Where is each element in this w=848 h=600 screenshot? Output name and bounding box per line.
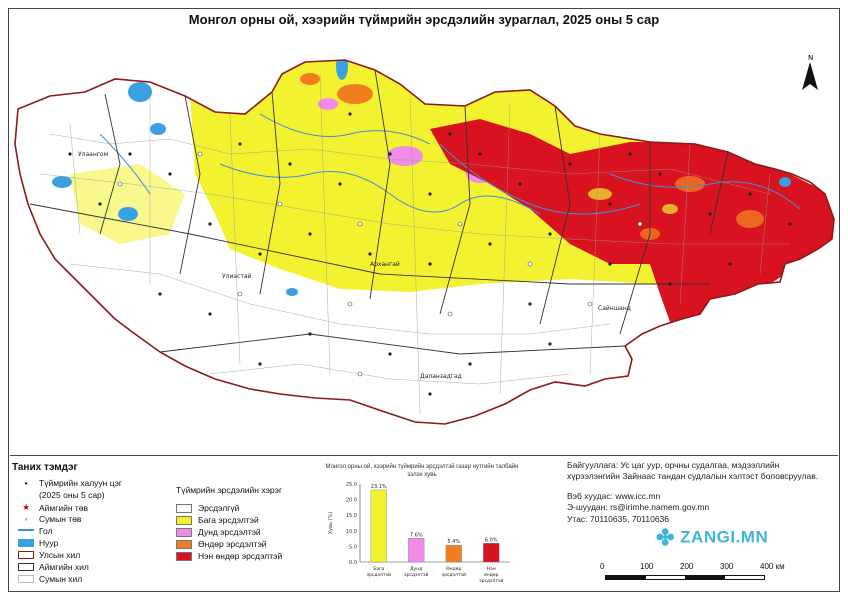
x-tick-label: эрсдэлтэй: [404, 571, 428, 578]
legend-aimag-center: ★ Аймгийн төв: [18, 502, 88, 513]
bar-value-label: 23.1%: [371, 484, 387, 490]
chart-title: Монгол орны ой, хээрийн түймрийн эрсдэлт…: [325, 464, 519, 478]
risk-legend-item: Дунд эрсдэлтэй: [176, 527, 261, 537]
map-title: Монгол орны ой, хээрийн түймрийн эрсдэли…: [188, 12, 660, 27]
risk-legend-label: Нэн өндөр эрсдэлтэй: [198, 551, 283, 561]
x-tick-label: Дунд: [410, 566, 422, 572]
national-border-icon: [18, 551, 34, 559]
risk-legend-title: Түймрийн эрсдэлийн хэрэг: [176, 485, 283, 495]
legend-hotspot-period: (2025 оны 5 сар): [39, 490, 105, 500]
y-tick-label: 25.0: [346, 482, 357, 488]
place-label: Улаангом: [78, 151, 108, 158]
risk-legend-item: Өндөр эрсдэлтэй: [176, 539, 267, 549]
bar-value-label: 5.4%: [447, 539, 460, 545]
place-label: Архангай: [370, 261, 400, 268]
y-tick-label: 15.0: [346, 513, 357, 519]
bar-value-label: 7.6%: [410, 532, 423, 538]
x-tick-label: эрсдэлтэй: [367, 571, 391, 578]
legend-hotspot: • Түймрийн халуун цэг: [18, 478, 123, 488]
risk-swatch: [176, 539, 192, 549]
x-tick-label: эрсдэлтэй: [442, 571, 466, 578]
x-tick-label: Бага: [373, 566, 384, 572]
legend-soum-border: Сумын хил: [18, 574, 82, 584]
legend-panel: [10, 455, 838, 590]
legend-title: Таних тэмдэг: [12, 462, 78, 473]
bar: [483, 543, 500, 563]
risk-swatch: [176, 503, 192, 513]
risk-legend-label: Бага эрсдэлтэй: [198, 515, 259, 525]
y-tick-label: 10.0: [346, 529, 357, 535]
small-dot-icon: ◦: [24, 514, 28, 524]
x-tick-label: өндөр: [484, 573, 499, 578]
watermark-emblem-icon: ✤: [656, 525, 675, 550]
place-label: Даланзадгад: [420, 373, 462, 380]
x-tick-label: Нэн: [487, 566, 496, 572]
aimag-border-icon: [18, 563, 34, 571]
info-panel: Байгууллага: Ус цаг уур, орчны судалгаа,…: [567, 460, 832, 525]
svg-text:N: N: [808, 54, 813, 62]
risk-swatch: [176, 527, 192, 537]
organization-text: Байгууллага: Ус цаг уур, орчны судалгаа,…: [567, 460, 819, 482]
risk-legend-label: Эрсдэлгүй: [198, 503, 240, 513]
scale-tick-label: 300: [720, 562, 734, 571]
river-icon: [18, 529, 34, 533]
place-label: Сайншанд: [598, 305, 631, 312]
scale-bar: [605, 575, 765, 580]
bar-value-label: 6.0%: [485, 537, 498, 543]
x-tick-label: Өндөр: [446, 566, 461, 572]
scale-tick-label: 0: [600, 562, 605, 571]
map-frame: [8, 8, 840, 592]
y-axis-label: Хувь (%): [328, 512, 334, 535]
scale-tick-label: 100: [640, 562, 654, 571]
bar: [408, 538, 425, 563]
risk-legend-item: Эрсдэлгүй: [176, 503, 239, 513]
legend-lake: Нуур: [18, 538, 58, 548]
hotspot-dot-icon: •: [24, 478, 28, 488]
risk-legend-item: Нэн өндөр эрсдэлтэй: [176, 551, 282, 561]
legend-soum-center: ◦ Сумын төв: [18, 514, 81, 524]
website-text: Вэб хуудас: www.icc.mn: [567, 490, 661, 501]
north-arrow-icon: N: [802, 54, 818, 90]
email-text: Э-шуудан: rs@irimhe.namem.gov.mn: [567, 502, 710, 513]
phone-text: Утас: 70110635, 70110636: [567, 513, 669, 524]
mongolia-risk-map: Улаангом Улиастай Архангай Даланзадгад С…: [14, 54, 835, 425]
y-tick-label: 0.0: [349, 560, 357, 566]
legend-national-border: Улсын хил: [18, 550, 80, 560]
x-tick-label: эрсдэлтэй: [479, 577, 503, 584]
watermark-logo: ✤ ZANGI.MN: [656, 525, 769, 550]
y-tick-label: 5.0: [349, 544, 357, 550]
y-tick-label: 20.0: [346, 498, 357, 504]
risk-legend-label: Дунд эрсдэлтэй: [198, 527, 261, 537]
risk-swatch: [176, 551, 192, 561]
scale-tick-label: 400 км: [760, 562, 785, 571]
legend-aimag-border: Аймгийн хил: [18, 562, 89, 572]
bar: [370, 489, 387, 563]
star-icon: ★: [22, 502, 30, 512]
legend-river: Гол: [18, 526, 53, 536]
risk-swatch: [176, 515, 192, 525]
risk-legend-item: Бага эрсдэлтэй: [176, 515, 259, 525]
lake-icon: [18, 539, 34, 547]
scale-tick-label: 200: [680, 562, 694, 571]
soum-border-icon: [18, 575, 34, 583]
place-label: Улиастай: [222, 273, 252, 280]
risk-legend-label: Өндөр эрсдэлтэй: [198, 539, 267, 549]
bar: [445, 544, 462, 563]
